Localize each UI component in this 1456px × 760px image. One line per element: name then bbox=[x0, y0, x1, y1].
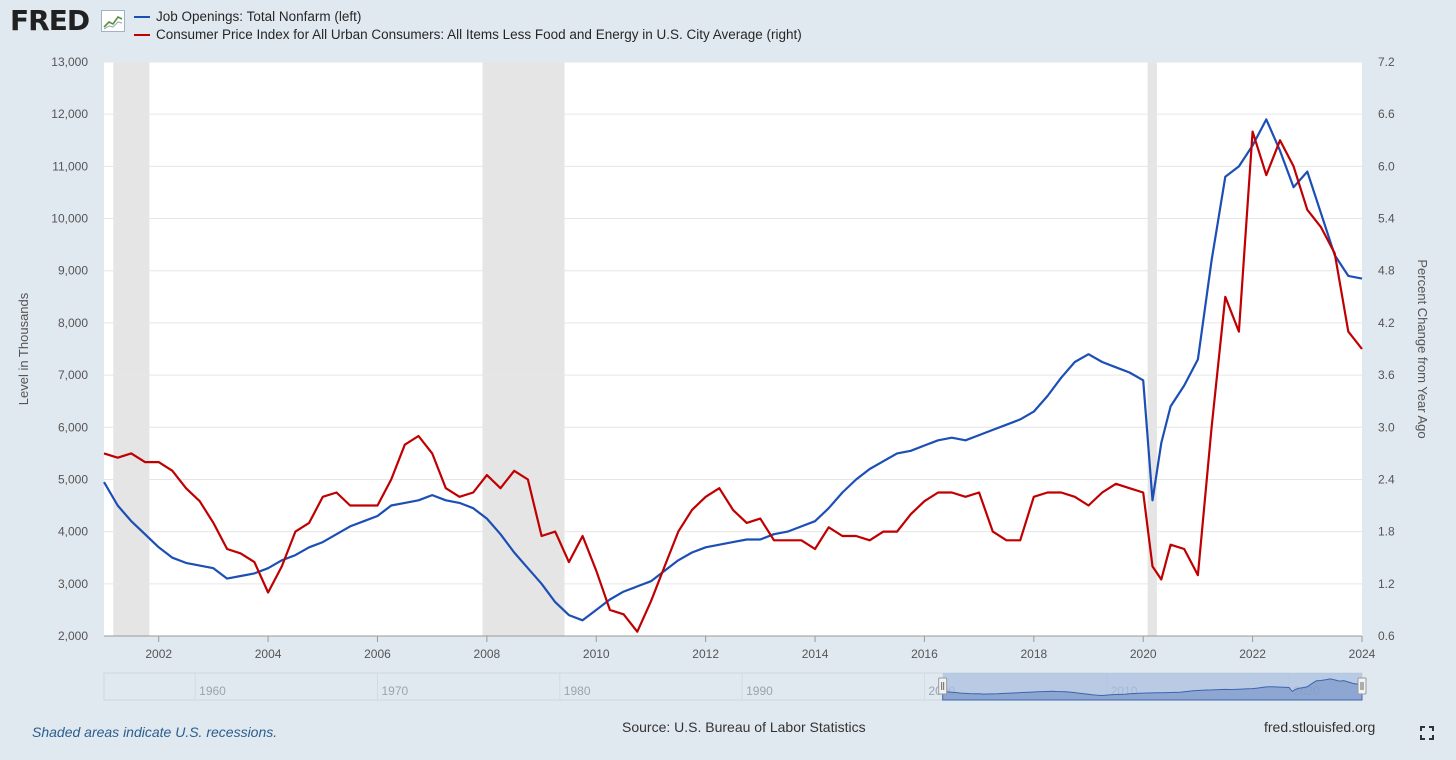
y-tick-label-left: 4,000 bbox=[58, 525, 88, 539]
legend-item-cpi[interactable]: Consumer Price Index for All Urban Consu… bbox=[134, 26, 802, 44]
y-tick-label-left: 5,000 bbox=[58, 472, 88, 486]
x-tick-label: 2014 bbox=[802, 647, 829, 661]
legend-swatch-red bbox=[134, 34, 150, 36]
y-tick-label-right: 5.4 bbox=[1378, 212, 1395, 226]
y-tick-label-left: 6,000 bbox=[58, 420, 88, 434]
range-handle-icon-right[interactable] bbox=[1357, 677, 1367, 695]
x-tick-label: 2022 bbox=[1239, 647, 1266, 661]
right-axis-ticks: 0.6 1.2 1.8 2.4 3.0 3.6 4.2 4.8 5.4 6.0 6.6 7.2 bbox=[1378, 55, 1395, 643]
recession-shading bbox=[113, 62, 1157, 636]
legend-item-job-openings[interactable]: Job Openings: Total Nonfarm (left) bbox=[134, 8, 802, 26]
y-tick-label-right: 1.2 bbox=[1378, 577, 1395, 591]
y-tick-label-right: 6.6 bbox=[1378, 107, 1395, 121]
y-tick-label-right: 3.6 bbox=[1378, 368, 1395, 382]
y-tick-label-left: 10,000 bbox=[51, 212, 88, 226]
plot-area bbox=[104, 62, 1362, 636]
range-handle-icon[interactable] bbox=[1357, 677, 1367, 695]
line-chart-icon bbox=[101, 10, 125, 32]
y-tick-label-left: 11,000 bbox=[52, 159, 88, 173]
fullscreen-icon[interactable] bbox=[1420, 726, 1434, 740]
legend: Job Openings: Total Nonfarm (left) Consu… bbox=[134, 8, 802, 44]
series-line-job-openings[interactable] bbox=[103, 118, 1363, 622]
recession-note: Shaded areas indicate U.S. recessions. bbox=[32, 724, 278, 740]
x-tick-label: 2010 bbox=[583, 647, 610, 661]
y-tick-label-right: 4.8 bbox=[1378, 264, 1395, 278]
plot-background bbox=[104, 62, 1362, 636]
range-handle-icon-left[interactable] bbox=[938, 677, 948, 695]
fred-logo[interactable]: FRED bbox=[10, 4, 90, 37]
x-tick-label: 2008 bbox=[474, 647, 501, 661]
series-lines bbox=[103, 118, 1363, 633]
navigator-tick-label: 1980 bbox=[564, 684, 591, 698]
range-handle-icon[interactable] bbox=[938, 677, 948, 695]
recession-band bbox=[482, 62, 565, 636]
y-tick-label-left: 2,000 bbox=[58, 629, 88, 643]
y-tick-label-right: 4.2 bbox=[1378, 316, 1395, 330]
x-tick-label: 2002 bbox=[145, 647, 172, 661]
navigator-tick-label: 1970 bbox=[381, 684, 408, 698]
x-tick-label: 2004 bbox=[255, 647, 282, 661]
y-tick-label-left: 3,000 bbox=[58, 577, 88, 591]
x-axis-ticks: 2002 2004 2006 2008 2010 2012 2014 2016 2018 2020… bbox=[104, 635, 1376, 661]
navigator-series-preview bbox=[942, 678, 1363, 701]
site-link[interactable]: fred.stlouisfed.org bbox=[1264, 719, 1376, 735]
navigator-tick-label: 1990 bbox=[746, 684, 773, 698]
y-tick-label-left: 7,000 bbox=[58, 368, 88, 382]
x-tick-label: 2016 bbox=[911, 647, 938, 661]
x-tick-label: 2020 bbox=[1130, 647, 1157, 661]
y-tick-label-right: 1.8 bbox=[1378, 525, 1395, 539]
y-tick-label-left: 9,000 bbox=[58, 264, 88, 278]
x-tick-label: 2006 bbox=[364, 647, 391, 661]
y-tick-label-left: 12,000 bbox=[51, 107, 88, 121]
recession-band bbox=[1147, 62, 1157, 636]
y-tick-label-right: 0.6 bbox=[1378, 629, 1395, 643]
range-navigator[interactable]: 1960197019801990200020102020 bbox=[103, 672, 1367, 701]
x-tick-label: 2018 bbox=[1020, 647, 1047, 661]
y-tick-label-right: 6.0 bbox=[1378, 159, 1395, 173]
y-tick-label-left: 8,000 bbox=[58, 316, 88, 330]
y-axis-label-left: Level in Thousands bbox=[16, 292, 31, 405]
y-tick-label-right: 7.2 bbox=[1378, 55, 1395, 69]
source-text: Source: U.S. Bureau of Labor Statistics bbox=[622, 719, 866, 735]
x-tick-label: 2024 bbox=[1349, 647, 1376, 661]
legend-label: Job Openings: Total Nonfarm (left) bbox=[156, 9, 362, 24]
left-axis-ticks: 2,000 3,000 4,000 5,000 6,000 7,000 8,000 9,000… bbox=[51, 55, 88, 643]
y-axis-label-right: Percent Change from Year Ago bbox=[1415, 259, 1430, 438]
navigator-tick-label: 1960 bbox=[199, 684, 226, 698]
y-tick-label-right: 2.4 bbox=[1378, 472, 1395, 486]
recession-band bbox=[113, 62, 150, 636]
x-tick-label: 2012 bbox=[692, 647, 719, 661]
series-line-cpi[interactable] bbox=[103, 130, 1363, 633]
y-tick-label-left: 13,000 bbox=[51, 55, 88, 69]
legend-label: Consumer Price Index for All Urban Consu… bbox=[156, 27, 802, 42]
y-tick-label-right: 3.0 bbox=[1378, 420, 1395, 434]
legend-swatch-blue bbox=[134, 16, 150, 18]
gridlines bbox=[104, 61, 1362, 637]
